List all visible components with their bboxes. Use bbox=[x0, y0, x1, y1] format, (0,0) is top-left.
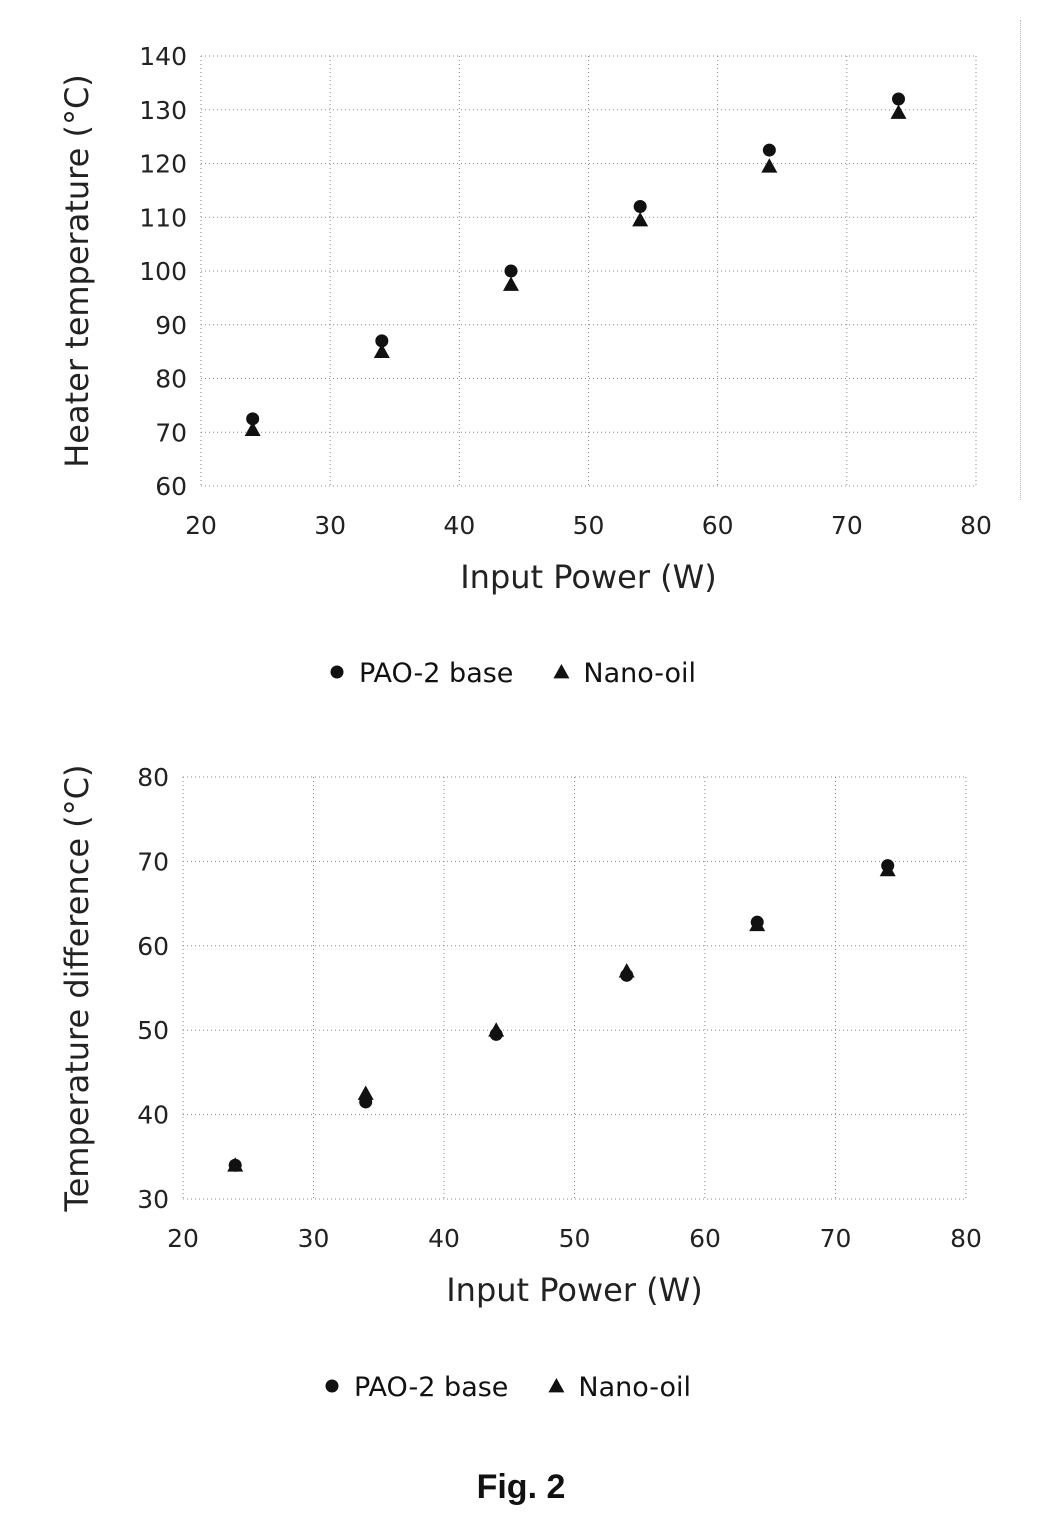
y-tick-label: 140 bbox=[139, 42, 187, 71]
nano-oil-point bbox=[761, 158, 778, 173]
y-tick-label: 80 bbox=[155, 365, 187, 394]
legend-circle-marker bbox=[325, 1379, 339, 1393]
legend-label-pao-2-base: PAO-2 base bbox=[354, 1372, 508, 1403]
nano-oil-point bbox=[503, 276, 519, 291]
legend-circle-marker bbox=[330, 665, 344, 679]
x-tick-label: 30 bbox=[314, 511, 346, 540]
x-tick-label: 50 bbox=[573, 511, 605, 540]
x-axis-title: Input Power (W) bbox=[460, 558, 717, 596]
x-tick-label: 70 bbox=[831, 511, 863, 540]
y-tick-label: 80 bbox=[137, 763, 169, 792]
nano-oil-point bbox=[890, 104, 907, 119]
pao-2-base-point bbox=[892, 92, 905, 106]
nano-oil-point bbox=[357, 1085, 374, 1100]
x-tick-label: 80 bbox=[950, 1224, 982, 1253]
y-axis-title: Heater temperature (°C) bbox=[58, 74, 96, 468]
y-tick-label: 90 bbox=[155, 311, 187, 340]
heater-temperature-chart: 20 30 40 50 60 70 80 60 70 80 90 100 110 120 130 140 Inp… bbox=[58, 42, 992, 689]
page-edge-rule bbox=[1020, 20, 1021, 500]
legend-label-nano-oil: Nano-oil bbox=[578, 1372, 691, 1403]
nano-oil-point bbox=[244, 421, 261, 436]
y-tick-label: 60 bbox=[155, 472, 187, 501]
nano-oil-point bbox=[488, 1022, 505, 1037]
x-tick-label: 60 bbox=[702, 511, 734, 540]
legend-label-nano-oil: Nano-oil bbox=[583, 658, 696, 689]
figure-caption: Fig. 2 bbox=[476, 1468, 566, 1506]
y-tick-label: 110 bbox=[139, 203, 187, 232]
nano-oil-point bbox=[373, 343, 390, 359]
y-tick-label: 40 bbox=[137, 1101, 169, 1130]
x-tick-label: 20 bbox=[185, 511, 217, 540]
pao-2-base-point bbox=[633, 200, 647, 213]
y-tick-label: 70 bbox=[137, 847, 169, 876]
pao-2-base-point bbox=[504, 264, 518, 278]
legend-triangle-marker bbox=[553, 664, 570, 679]
y-tick-label: 120 bbox=[139, 150, 187, 179]
y-tick-label: 100 bbox=[139, 257, 187, 286]
x-axis-title: Input Power (W) bbox=[446, 1271, 703, 1309]
x-tick-label: 50 bbox=[559, 1224, 591, 1253]
y-axis-title: Temperature difference (°C) bbox=[58, 765, 96, 1213]
y-tick-label: 50 bbox=[137, 1016, 169, 1045]
x-tick-label: 30 bbox=[298, 1224, 330, 1253]
x-tick-label: 20 bbox=[167, 1224, 199, 1253]
pao-2-base-point bbox=[762, 143, 776, 157]
nano-oil-point bbox=[632, 211, 649, 227]
legend-label-pao-2-base: PAO-2 base bbox=[359, 658, 513, 689]
legend-triangle-marker bbox=[548, 1378, 565, 1393]
x-tick-label: 60 bbox=[689, 1224, 721, 1253]
nano-oil-point bbox=[749, 916, 766, 932]
nano-oil-point bbox=[618, 963, 635, 978]
pao-2-base-point bbox=[375, 334, 389, 348]
y-tick-label: 30 bbox=[137, 1185, 169, 1214]
x-tick-label: 80 bbox=[960, 511, 992, 540]
x-tick-label: 40 bbox=[428, 1224, 460, 1253]
x-tick-label: 40 bbox=[443, 511, 475, 540]
y-tick-label: 60 bbox=[137, 932, 169, 961]
temperature-difference-chart: 20 30 40 50 60 70 80 30 40 50 60 70 80 Input Power (W… bbox=[58, 763, 982, 1403]
nano-oil-point bbox=[227, 1157, 244, 1172]
x-tick-label: 70 bbox=[820, 1224, 852, 1253]
y-tick-label: 70 bbox=[155, 418, 187, 447]
y-tick-label: 130 bbox=[139, 96, 187, 125]
nano-oil-point bbox=[879, 861, 896, 877]
pao-2-base-point bbox=[246, 412, 260, 426]
